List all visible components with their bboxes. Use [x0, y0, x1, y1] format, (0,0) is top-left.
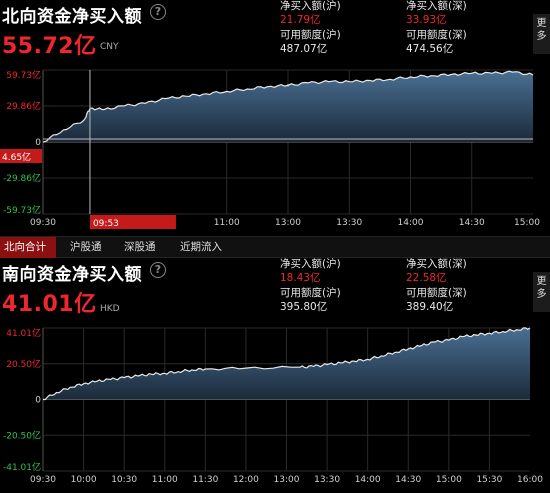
x-tick-label: 16:00 — [517, 475, 543, 485]
y-tick-label: -59.73亿 — [3, 204, 41, 216]
north-buy-hu-value: 21.79亿 — [280, 14, 321, 26]
south-buy-shen-label: 净买入额(深) — [406, 258, 467, 270]
south-buy-hu-value: 18.43亿 — [280, 272, 321, 284]
series-area — [43, 71, 533, 142]
series-line — [42, 70, 534, 143]
x-tick-label: 11:00 — [152, 475, 178, 485]
x-tick-label: 13:30 — [314, 475, 340, 485]
cursor-time-tag — [89, 215, 176, 229]
north-net-value: 55.72亿 — [2, 34, 97, 59]
tab-hu-connect[interactable]: 沪股通 — [70, 241, 102, 253]
y-tick-label: -41.01亿 — [3, 461, 41, 473]
tab-shen-connect[interactable]: 深股通 — [124, 241, 156, 253]
cursor-time-label: 09:53 — [93, 219, 119, 229]
north-more-button[interactable]: 更多 — [533, 14, 550, 54]
south-buy-shen-value: 22.58亿 — [406, 272, 447, 284]
y-tick-label: -20.50亿 — [3, 429, 41, 441]
south-title: 南向资金净买入额 — [2, 265, 142, 285]
x-tick-label: 12:00 — [233, 475, 259, 485]
south-buy-hu-label: 净买入额(沪) — [280, 258, 341, 270]
x-tick-label: 09:30 — [30, 218, 56, 228]
y-tick-label: 59.73亿 — [6, 69, 41, 81]
x-tick-label: 14:30 — [395, 475, 421, 485]
south-more-button[interactable]: 更多 — [533, 272, 550, 312]
x-tick-label: 15:00 — [514, 218, 540, 228]
north-avail-shen-value: 474.56亿 — [406, 43, 454, 55]
x-tick-label: 13:00 — [275, 218, 301, 228]
cursor-value-label: 4.65亿 — [2, 151, 31, 163]
help-icon[interactable]: ? — [150, 4, 166, 20]
x-tick-label: 14:00 — [355, 475, 381, 485]
x-tick-label: 13:30 — [336, 218, 362, 228]
x-tick-label: 11:00 — [214, 218, 240, 228]
series-area — [43, 327, 530, 400]
cursor-value-tag — [0, 149, 42, 163]
x-tick-label: 10:00 — [71, 475, 97, 485]
south-avail-shen-value: 389.40亿 — [406, 301, 454, 313]
x-tick-label: 15:30 — [476, 475, 502, 485]
north-buy-shen-value: 33.93亿 — [406, 14, 447, 26]
y-tick-label: 41.01亿 — [6, 327, 41, 339]
x-tick-label: 13:00 — [274, 475, 300, 485]
north-chart[interactable]: 59.73亿 29.86亿 0 -29.86亿 -59.73亿 09:30 11:00 13:… — [0, 60, 550, 236]
x-tick-label: 09:30 — [30, 475, 56, 485]
south-currency: HKD — [100, 304, 120, 314]
north-avail-shen-label: 可用额度(深) — [406, 29, 467, 41]
y-tick-label: 20.50亿 — [6, 358, 41, 370]
north-avail-hu-label: 可用额度(沪) — [280, 29, 341, 41]
north-buy-shen-label: 净买入额(深) — [406, 0, 467, 12]
north-buy-hu-label: 净买入额(沪) — [280, 0, 341, 12]
south-net-value: 41.01亿 — [2, 292, 97, 317]
x-tick-label: 14:30 — [459, 218, 485, 228]
y-tick-label: 0 — [35, 138, 41, 148]
x-tick-label: 15:00 — [436, 475, 462, 485]
north-currency: CNY — [100, 42, 119, 52]
north-title: 北向资金净买入额 — [2, 7, 142, 27]
south-avail-hu-label: 可用额度(沪) — [280, 287, 341, 299]
south-avail-hu-value: 395.80亿 — [280, 301, 328, 313]
x-tick-label: 11:30 — [192, 475, 218, 485]
south-chart[interactable]: 41.01亿 20.50亿 0 -20.50亿 -41.01亿 09:30 10:00 10:… — [0, 320, 550, 493]
north-panel: 北向资金净买入额 ? 55.72亿 CNY 净买入额(沪) 21.79亿 可用额… — [0, 0, 550, 236]
channel-tabs: 北向合计 沪股通 深股通 近期流入 — [0, 236, 550, 258]
y-tick-label: 29.86亿 — [6, 100, 41, 112]
x-tick-label: 10:30 — [111, 475, 137, 485]
south-avail-shen-label: 可用额度(深) — [406, 287, 467, 299]
tab-north-total[interactable]: 北向合计 — [0, 237, 56, 258]
north-avail-hu-value: 487.07亿 — [280, 43, 328, 55]
y-tick-label: -29.86亿 — [3, 172, 41, 184]
x-tick-label: 14:00 — [398, 218, 424, 228]
y-tick-label: 0 — [35, 396, 41, 406]
south-panel: 南向资金净买入额 ? 41.01亿 HKD 净买入额(沪) 18.43亿 可用额… — [0, 258, 550, 493]
help-icon[interactable]: ? — [150, 262, 166, 278]
series-line — [43, 327, 531, 401]
tab-recent-inflow[interactable]: 近期流入 — [180, 241, 222, 253]
